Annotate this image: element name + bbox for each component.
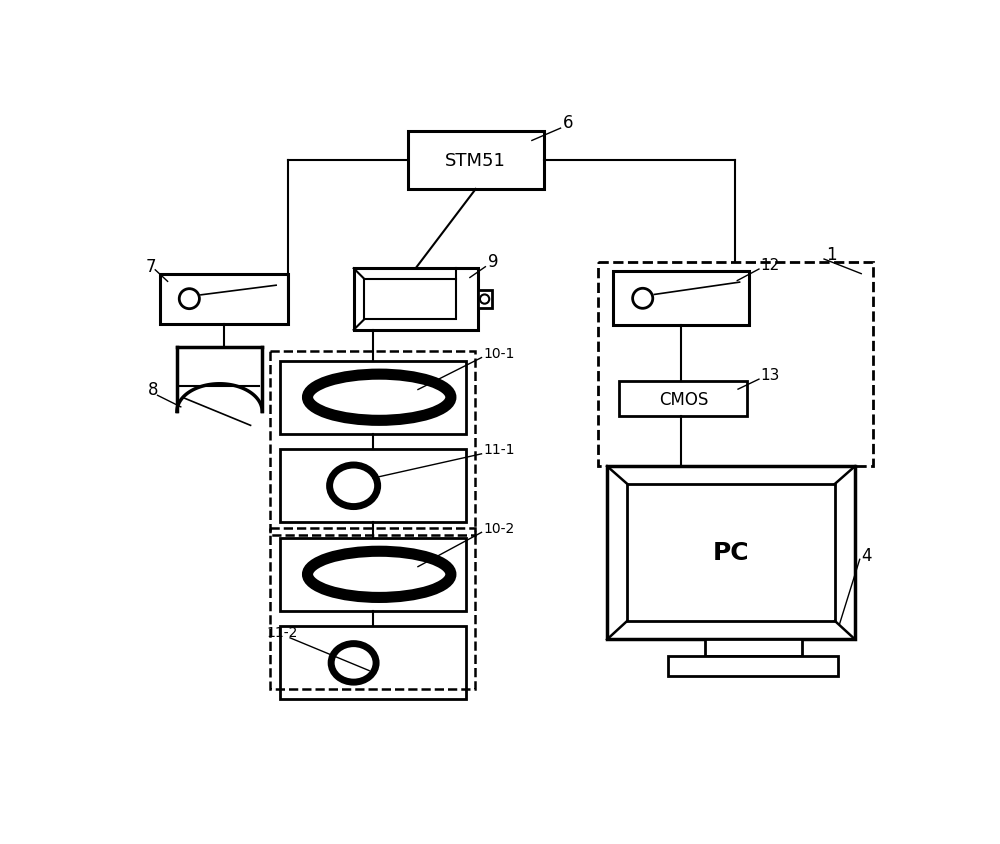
- Bar: [280, 361, 466, 435]
- Bar: [160, 274, 288, 324]
- Text: 10-1: 10-1: [483, 347, 514, 360]
- Bar: [627, 484, 835, 621]
- Bar: [280, 450, 466, 522]
- Bar: [280, 626, 466, 700]
- Text: 9: 9: [488, 252, 498, 270]
- Text: 12: 12: [761, 257, 780, 273]
- Text: STM51: STM51: [445, 152, 506, 170]
- Text: PC: PC: [713, 541, 749, 565]
- Text: 7: 7: [146, 257, 156, 276]
- Bar: [280, 538, 466, 611]
- Text: CMOS: CMOS: [659, 390, 708, 408]
- Text: 1: 1: [826, 246, 837, 264]
- Bar: [478, 290, 492, 309]
- Text: 11-2: 11-2: [267, 625, 298, 639]
- Bar: [364, 279, 456, 320]
- Bar: [705, 640, 802, 657]
- Bar: [619, 382, 747, 417]
- Bar: [270, 528, 475, 690]
- Text: 4: 4: [861, 546, 872, 564]
- Bar: [598, 262, 873, 467]
- Bar: [613, 272, 749, 326]
- Text: 8: 8: [148, 381, 159, 398]
- Text: 10-2: 10-2: [483, 521, 514, 535]
- Bar: [668, 657, 838, 676]
- Text: 6: 6: [563, 114, 573, 132]
- Bar: [408, 132, 544, 190]
- Bar: [354, 269, 478, 331]
- Bar: [607, 467, 855, 640]
- Text: 11-1: 11-1: [483, 443, 515, 457]
- Text: 13: 13: [761, 368, 780, 382]
- Bar: [270, 351, 475, 536]
